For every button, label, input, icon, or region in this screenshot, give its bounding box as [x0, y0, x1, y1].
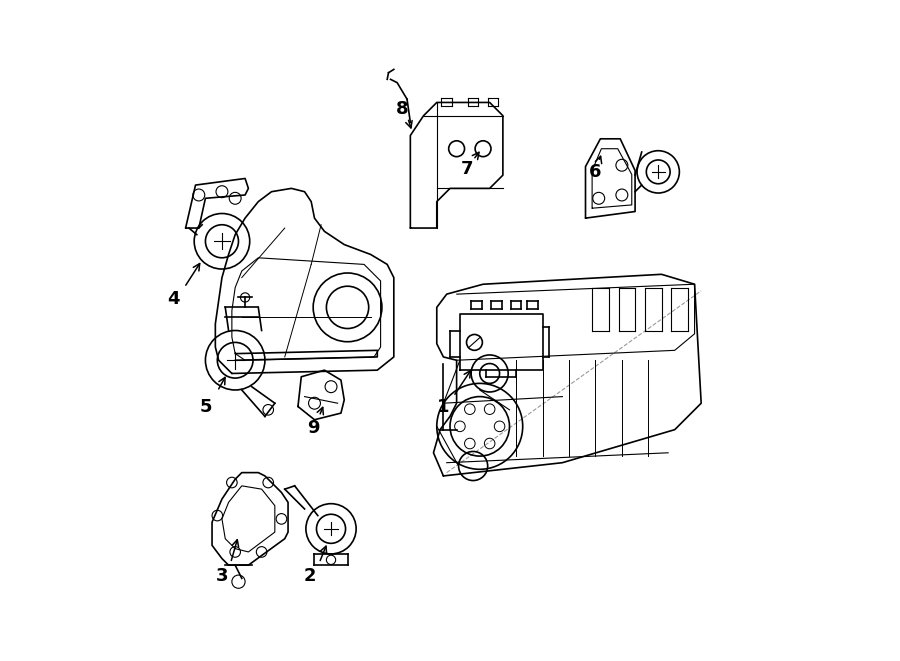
Text: 3: 3 — [216, 567, 229, 586]
Text: 9: 9 — [308, 419, 320, 438]
Text: 7: 7 — [460, 159, 473, 178]
Text: 6: 6 — [590, 163, 602, 181]
Text: 4: 4 — [167, 290, 180, 308]
Text: 2: 2 — [303, 567, 316, 586]
Text: 8: 8 — [396, 100, 409, 118]
Text: 5: 5 — [199, 397, 212, 416]
Text: 1: 1 — [437, 397, 450, 416]
